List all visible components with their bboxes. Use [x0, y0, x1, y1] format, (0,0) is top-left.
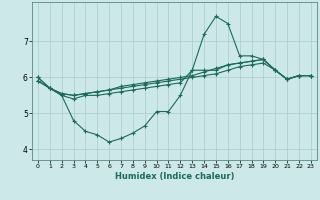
X-axis label: Humidex (Indice chaleur): Humidex (Indice chaleur): [115, 172, 234, 181]
